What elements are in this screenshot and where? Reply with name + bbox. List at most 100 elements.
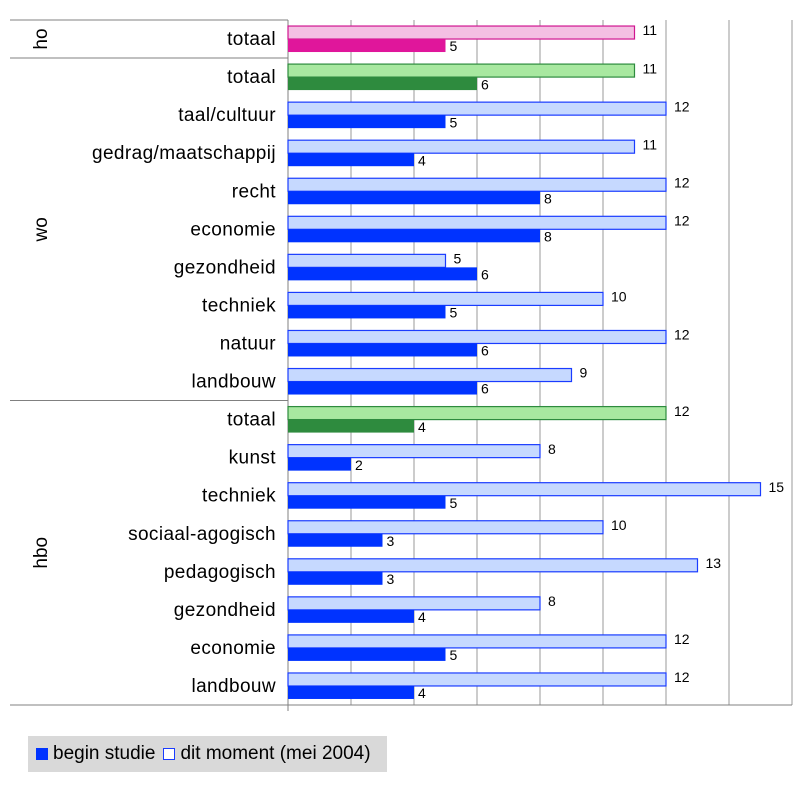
category-label: totaal — [227, 67, 276, 88]
data-label-moment: 11 — [643, 22, 658, 38]
bar-moment — [287, 672, 667, 687]
data-label-begin: 8 — [544, 229, 552, 245]
data-label-begin: 4 — [418, 419, 426, 435]
data-label-begin: 5 — [450, 495, 458, 511]
data-label-begin: 3 — [387, 533, 395, 549]
bar-moment — [287, 63, 636, 78]
data-label-moment: 15 — [769, 479, 785, 495]
bar-begin — [288, 495, 446, 509]
bar-moment — [287, 253, 447, 268]
bar-begin — [288, 305, 446, 319]
bar-moment — [287, 596, 541, 611]
data-label-moment: 5 — [454, 251, 462, 267]
bar-begin — [288, 115, 446, 129]
bar-begin — [288, 343, 477, 357]
data-label-begin: 5 — [450, 647, 458, 663]
category-label: landbouw — [191, 676, 276, 697]
data-label-moment: 8 — [548, 593, 556, 609]
data-label-moment: 12 — [674, 631, 690, 647]
data-label-moment: 12 — [674, 327, 690, 343]
category-label: totaal — [227, 410, 276, 431]
group-label: hbo — [31, 537, 52, 569]
bar-begin — [288, 381, 477, 395]
bar-moment — [287, 101, 667, 116]
bar-begin — [288, 267, 477, 281]
category-label: gezondheid — [174, 600, 276, 621]
data-label-moment: 8 — [548, 441, 556, 457]
data-label-begin: 2 — [355, 457, 363, 473]
category-label: landbouw — [191, 372, 276, 393]
data-label-moment: 12 — [674, 174, 690, 190]
data-label-moment: 12 — [674, 669, 690, 685]
category-label: totaal — [227, 29, 276, 50]
category-label: taal/cultuur — [178, 105, 276, 126]
bar-begin — [288, 571, 383, 585]
bar-moment — [287, 482, 762, 497]
data-label-moment: 11 — [643, 136, 658, 152]
bar-begin — [288, 457, 351, 471]
category-label: pedagogisch — [164, 562, 276, 583]
bar-moment — [287, 520, 604, 535]
category-label: gedrag/maatschappij — [92, 143, 276, 164]
group-label: wo — [31, 217, 52, 242]
bar-begin — [288, 533, 383, 547]
bar-moment — [287, 291, 604, 307]
bar-moment — [287, 367, 573, 383]
data-label-moment: 10 — [611, 289, 627, 305]
bar-moment — [287, 329, 667, 345]
legend-swatch-moment — [163, 748, 176, 760]
data-label-begin: 5 — [450, 305, 458, 321]
data-label-begin: 3 — [387, 571, 395, 587]
bar-begin — [288, 647, 446, 661]
bar-moment — [287, 25, 636, 40]
legend-swatch-begin — [36, 748, 48, 760]
data-label-begin: 6 — [481, 381, 489, 397]
bar-moment — [287, 405, 667, 421]
data-label-moment: 12 — [674, 98, 690, 114]
legend: begin studie dit moment (mei 2004) — [28, 736, 387, 772]
category-label: techniek — [202, 295, 276, 316]
data-label-begin: 6 — [481, 267, 489, 283]
data-label-moment: 9 — [580, 365, 588, 381]
data-label-begin: 5 — [450, 38, 458, 54]
bar-begin — [288, 39, 446, 53]
data-label-begin: 8 — [544, 190, 552, 206]
data-label-begin: 5 — [450, 114, 458, 130]
bar-moment — [287, 558, 699, 573]
bar-moment — [287, 215, 667, 230]
bar-chart: ho wo hbo totaal 11 5 totaal 11 6 taal/cultuur 12 5… — [10, 19, 793, 711]
category-label: kunst — [229, 448, 277, 469]
data-label-begin: 4 — [418, 685, 426, 701]
data-label-moment: 13 — [706, 555, 722, 571]
category-label: recht — [232, 181, 277, 202]
legend-label-begin: begin studie — [53, 743, 156, 764]
bar-begin — [288, 609, 414, 623]
bar-begin — [288, 153, 414, 167]
legend-item-begin: begin studie — [36, 743, 155, 765]
bar-moment — [287, 177, 667, 192]
data-label-begin: 6 — [481, 76, 489, 92]
category-label: economie — [190, 638, 276, 659]
category-label: gezondheid — [174, 257, 276, 278]
data-label-moment: 12 — [674, 403, 690, 419]
category-label: sociaal-agogisch — [128, 524, 276, 545]
data-label-moment: 12 — [674, 213, 690, 229]
data-label-begin: 6 — [481, 343, 489, 359]
legend-label-moment: dit moment (mei 2004) — [180, 743, 371, 764]
category-label: natuur — [220, 333, 277, 354]
data-label-moment: 11 — [643, 60, 658, 76]
data-label-begin: 4 — [418, 609, 426, 625]
bar-begin — [288, 229, 540, 243]
bar-moment — [287, 139, 636, 154]
bar-begin — [288, 191, 540, 205]
data-label-moment: 10 — [611, 517, 627, 533]
legend-item-moment: dit moment (mei 2004) — [163, 743, 371, 765]
bar-moment — [287, 634, 667, 649]
bar-moment — [287, 444, 541, 459]
data-label-begin: 4 — [418, 152, 426, 168]
category-label: economie — [190, 219, 276, 240]
bar-begin — [288, 685, 414, 699]
category-label: techniek — [202, 486, 276, 507]
bar-begin — [288, 419, 414, 433]
group-label: ho — [31, 28, 52, 49]
